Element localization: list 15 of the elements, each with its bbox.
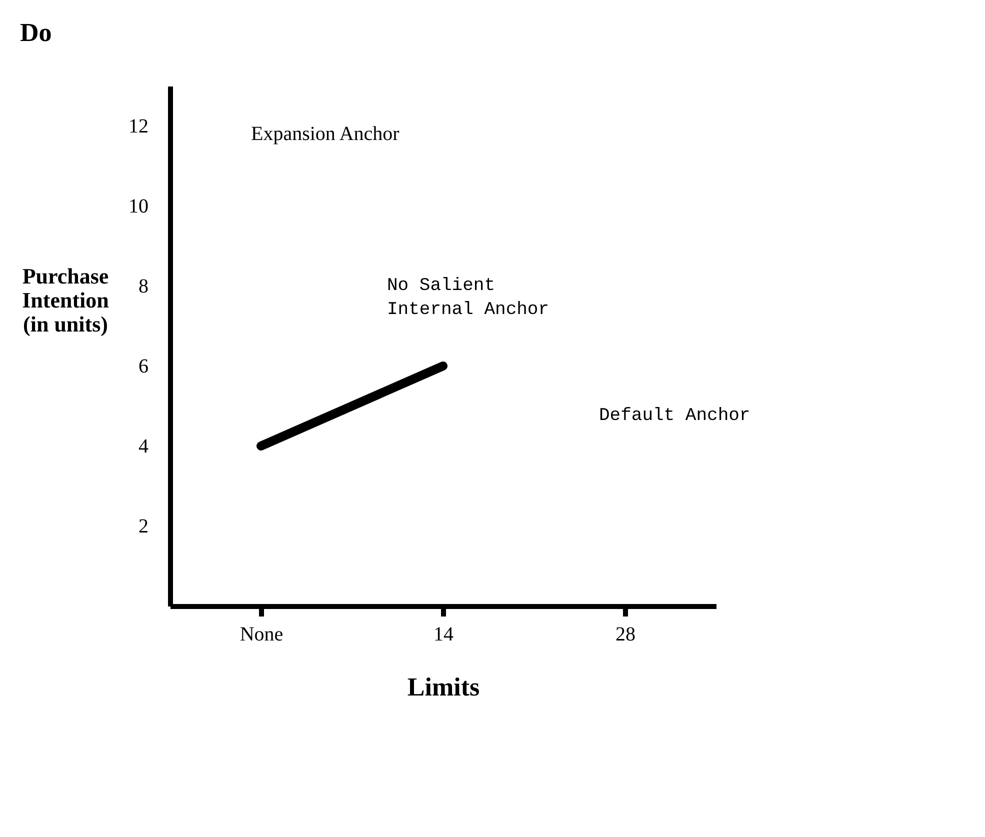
annotation: No Salient Internal Anchor <box>387 276 550 320</box>
y-tick-label: 10 <box>128 196 148 218</box>
y-tick-label: 4 <box>138 436 148 458</box>
y-tick-label: 12 <box>128 116 148 138</box>
y-tick-label: 6 <box>138 356 148 378</box>
chart-title: Do <box>20 18 52 47</box>
y-tick-label: 8 <box>138 276 148 298</box>
x-tick-label: None <box>240 624 284 646</box>
y-tick-label: 2 <box>138 516 148 538</box>
x-tick-label: 28 <box>616 624 636 646</box>
annotation: Expansion Anchor <box>251 123 400 145</box>
annotation: Default Anchor <box>599 406 750 426</box>
x-axis-title: Limits <box>407 672 480 702</box>
y-axis-title: Purchase Intention (in units) <box>22 264 109 336</box>
x-tick-label: 14 <box>434 624 454 646</box>
